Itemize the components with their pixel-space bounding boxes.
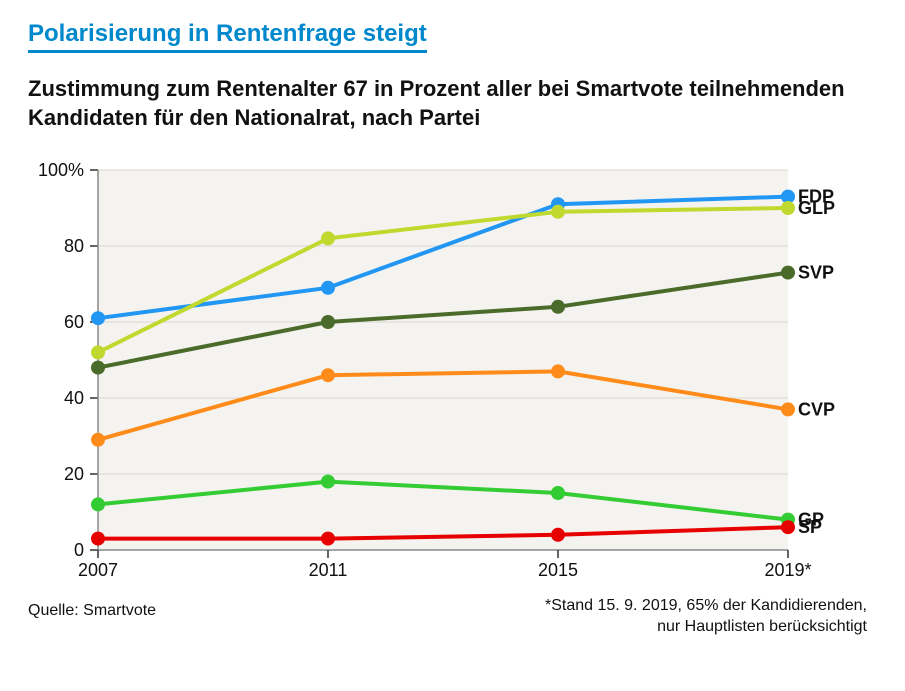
x-tick-label: 2019* xyxy=(764,560,811,580)
series-label-cvp: CVP xyxy=(798,400,835,420)
y-tick-label: 0 xyxy=(74,540,84,560)
series-marker-glp xyxy=(321,232,335,246)
y-tick-label: 20 xyxy=(64,464,84,484)
series-marker-svp xyxy=(781,266,795,280)
chart-svg: 020406080100%2007201120152019*FDPGLPSVPC… xyxy=(28,150,878,580)
series-label-sp: SP xyxy=(798,517,822,537)
series-label-svp: SVP xyxy=(798,263,834,283)
y-tick-label: 60 xyxy=(64,312,84,332)
series-marker-glp xyxy=(781,201,795,215)
series-marker-gp xyxy=(91,498,105,512)
y-tick-label: 100% xyxy=(38,160,84,180)
x-tick-label: 2011 xyxy=(309,560,348,580)
series-marker-sp xyxy=(91,532,105,546)
series-marker-gp xyxy=(321,475,335,489)
line-chart: 020406080100%2007201120152019*FDPGLPSVPC… xyxy=(28,150,878,580)
series-marker-svp xyxy=(321,315,335,329)
series-marker-sp xyxy=(551,528,565,542)
footnote: *Stand 15. 9. 2019, 65% der Kandidierend… xyxy=(545,596,877,638)
series-marker-glp xyxy=(551,205,565,219)
footnote-line1: *Stand 15. 9. 2019, 65% der Kandidierend… xyxy=(545,596,867,617)
x-tick-label: 2007 xyxy=(78,560,118,580)
series-marker-cvp xyxy=(91,433,105,447)
series-marker-cvp xyxy=(781,403,795,417)
source-text: Quelle: Smartvote xyxy=(28,602,156,620)
series-marker-fdp xyxy=(91,311,105,325)
series-marker-glp xyxy=(91,346,105,360)
series-marker-cvp xyxy=(321,368,335,382)
series-marker-svp xyxy=(91,361,105,375)
series-marker-svp xyxy=(551,300,565,314)
y-tick-label: 40 xyxy=(64,388,84,408)
series-marker-gp xyxy=(551,486,565,500)
y-tick-label: 80 xyxy=(64,236,84,256)
series-marker-cvp xyxy=(551,365,565,379)
x-tick-label: 2015 xyxy=(538,560,578,580)
series-marker-sp xyxy=(321,532,335,546)
footnote-line2: nur Hauptlisten berücksichtigt xyxy=(545,617,867,638)
series-marker-fdp xyxy=(321,281,335,295)
series-marker-sp xyxy=(781,520,795,534)
series-label-glp: GLP xyxy=(798,198,835,218)
chart-subtitle: Zustimmung zum Rentenalter 67 in Prozent… xyxy=(28,75,877,132)
chart-title: Polarisierung in Rentenfrage steigt xyxy=(28,20,427,53)
